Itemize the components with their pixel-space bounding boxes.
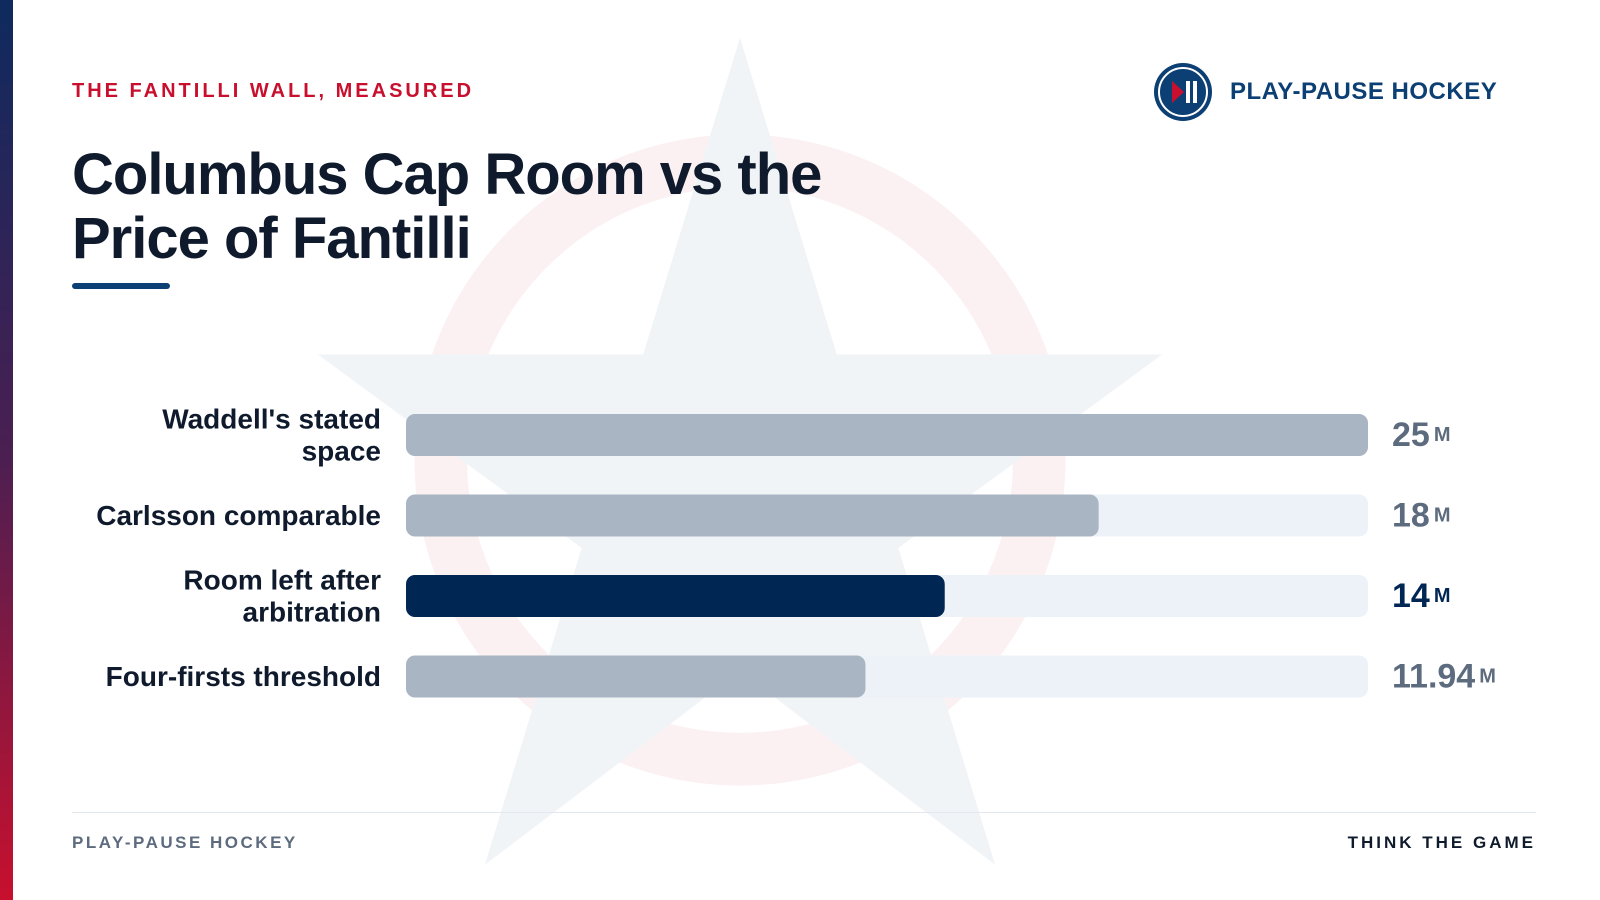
bar (406, 575, 945, 617)
kicker-label: THE FANTILLI WALL, MEASURED (72, 80, 475, 102)
value-label: 14 M (1392, 577, 1451, 615)
bar (406, 655, 866, 698)
side-accent-stripe (0, 0, 13, 900)
brand-name: PLAY-PAUSE HOCKEY (1230, 78, 1498, 105)
footer-tagline: THINK THE GAME (1347, 833, 1536, 852)
title-underline (72, 283, 170, 289)
category-label: Carlsson comparable (96, 500, 381, 531)
chart-title: Columbus Cap Room vs the Price of Fantil… (72, 142, 822, 271)
value-label: 11.94 M (1392, 658, 1496, 696)
footer-divider (72, 812, 1536, 813)
value-unit: M (1434, 424, 1451, 446)
play-pause-icon (1154, 63, 1212, 121)
footer-brand: PLAY-PAUSE HOCKEY (72, 833, 298, 852)
bar (406, 414, 1368, 456)
value-unit: M (1479, 666, 1496, 688)
category-label: Four-firsts threshold (106, 661, 381, 692)
brand-lockup: PLAY-PAUSE HOCKEY (1152, 60, 1497, 124)
category-label: Room left after arbitration (183, 565, 381, 628)
value-label: 18 M (1392, 497, 1451, 535)
bar (406, 494, 1099, 537)
value-label: 25 M (1392, 416, 1451, 454)
value-unit: M (1434, 505, 1451, 527)
category-label: Waddell's stated space (162, 404, 381, 467)
value-unit: M (1434, 585, 1451, 607)
